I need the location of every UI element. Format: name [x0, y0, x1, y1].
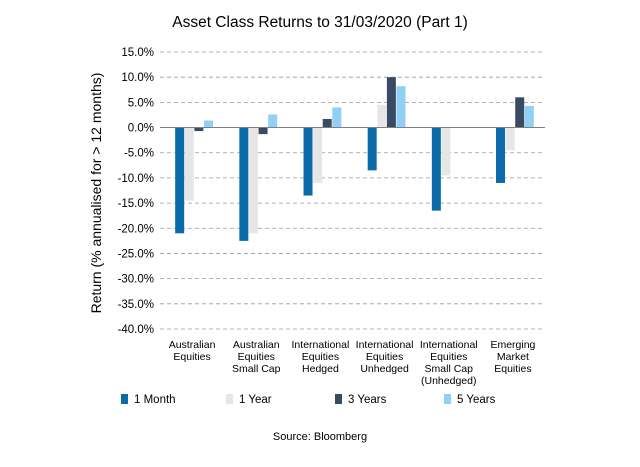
legend-swatch — [335, 394, 342, 404]
y-tick-label: -35.0% — [118, 299, 154, 311]
y-tick-label: -30.0% — [118, 274, 154, 286]
x-category-label: Emerging Market Equities — [490, 339, 535, 375]
x-category-label-line: Hedged — [302, 363, 339, 375]
bar-1-year — [248, 127, 258, 234]
bar-1-year — [377, 104, 387, 128]
y-tick-label: -15.0% — [118, 198, 154, 210]
x-category-label: International Equities Hedged — [292, 339, 350, 375]
legend-label: 1 Month — [134, 394, 176, 406]
x-category-label-line: Equities — [430, 351, 467, 363]
y-tick-label: 15.0% — [121, 47, 154, 59]
bar-5-years — [203, 120, 213, 128]
bar-1-month — [239, 127, 249, 241]
x-category-label-line: Equities — [173, 351, 210, 363]
x-category-label-line: Emerging — [490, 339, 535, 351]
legend: 1 Month 1 Year 3 Years 5 Years — [121, 394, 496, 406]
x-category-label-line: Small Cap — [425, 363, 474, 375]
chart-title: Asset Class Returns to 31/03/2020 (Part … — [172, 14, 468, 31]
x-category-label: Australian Equities Small Cap — [232, 339, 281, 375]
legend-label: 5 Years — [457, 394, 496, 406]
y-tick-label: -25.0% — [118, 248, 154, 260]
x-category-label-line: Australian — [233, 339, 280, 351]
x-category-label-line: Market — [497, 351, 529, 363]
x-category-label-line: International — [420, 339, 478, 351]
y-tick-label: -40.0% — [118, 324, 154, 336]
bar-1-month — [303, 127, 313, 196]
bar-3-years — [386, 77, 396, 128]
gridlines — [160, 51, 545, 330]
x-category-label: International Equities Small Cap (Unhedged) — [420, 339, 478, 387]
x-category-label-line: (Unhedged) — [421, 375, 476, 387]
y-tick-label: -20.0% — [118, 223, 154, 235]
bar-1-month — [431, 127, 441, 211]
bar-5-years — [396, 86, 406, 128]
bar-3-years — [322, 118, 332, 128]
legend-label: 1 Year — [239, 394, 272, 406]
x-category-label-line: Equities — [302, 351, 339, 363]
y-tick-label: 0.0% — [128, 123, 154, 135]
source-note: Source: Bloomberg — [273, 431, 367, 443]
y-axis-label: Return (% annualised for > 12 months) — [88, 73, 104, 314]
bars — [175, 77, 534, 241]
x-category-label-line: Unhedged — [360, 363, 409, 375]
x-category-label-line: Australian — [169, 339, 216, 351]
x-category-label-line: Equities — [366, 351, 403, 363]
bar-5-years — [332, 107, 342, 128]
bar-1-month — [496, 127, 506, 183]
x-category-label: International Equities Unhedged — [356, 339, 414, 375]
bar-3-years — [258, 127, 268, 135]
x-category-label-line: International — [292, 339, 350, 351]
legend-swatch — [226, 394, 233, 404]
bar-5-years — [524, 105, 534, 128]
bar-3-years — [194, 127, 204, 132]
bar-3-years — [515, 97, 525, 128]
bar-1-year — [441, 127, 451, 176]
x-category-label-line: Equities — [494, 363, 531, 375]
y-tick-label: 5.0% — [128, 97, 154, 109]
legend-swatch — [121, 394, 128, 404]
bar-1-year — [313, 127, 323, 183]
bar-1-month — [367, 127, 377, 171]
legend-label: 3 Years — [348, 394, 387, 406]
legend-swatch — [444, 394, 451, 404]
bar-1-month — [175, 127, 185, 234]
y-tick-label: -10.0% — [118, 173, 154, 185]
x-category-label-line: Equities — [238, 351, 275, 363]
y-tick-label: 10.0% — [121, 72, 154, 84]
bar-1-year — [184, 127, 194, 201]
bar-5-years — [268, 114, 278, 128]
x-category-label: Australian Equities — [169, 339, 216, 363]
y-axis-ticks: 15.0% 10.0% 5.0% 0.0% -5.0% -10.0% -15.0% -20.0… — [118, 47, 154, 336]
bar-1-year — [505, 127, 515, 151]
x-category-label-line: International — [356, 339, 414, 351]
y-tick-label: -5.0% — [124, 148, 154, 160]
x-category-label-line: Small Cap — [232, 363, 281, 375]
